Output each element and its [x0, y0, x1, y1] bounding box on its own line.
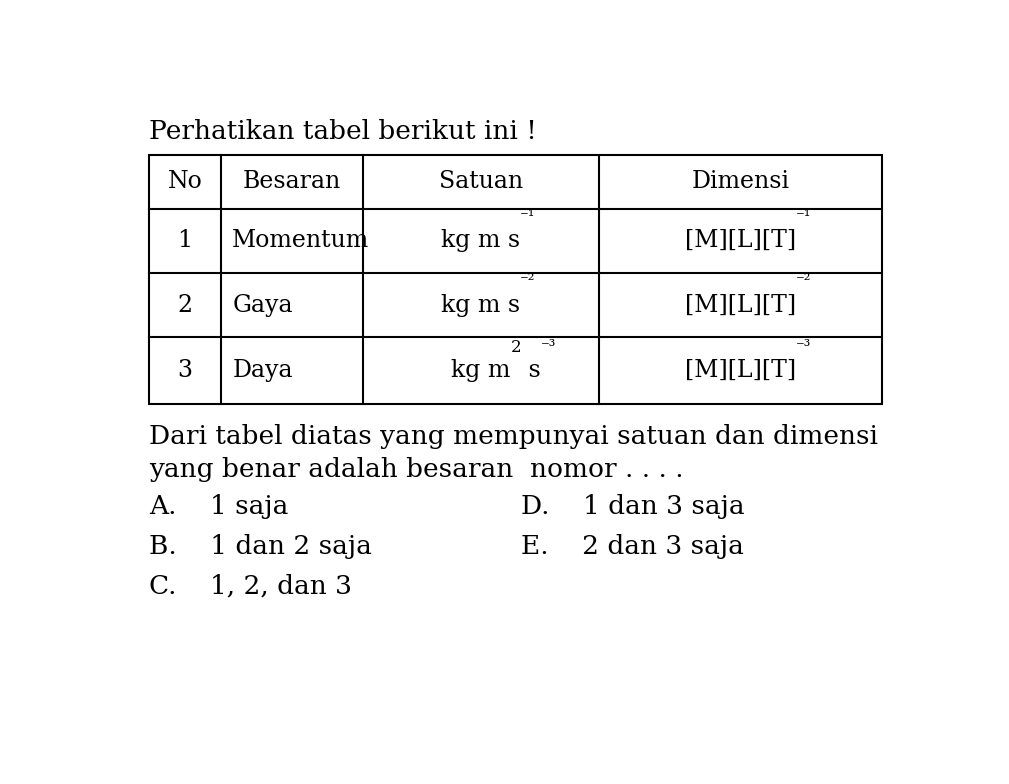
Text: 2: 2 — [178, 293, 193, 317]
Text: [M][L][T]: [M][L][T] — [685, 229, 796, 252]
Bar — [149, 155, 882, 404]
Text: E.    2 dan 3 saja: E. 2 dan 3 saja — [522, 534, 745, 559]
Text: Satuan: Satuan — [439, 170, 523, 194]
Text: s: s — [521, 359, 541, 382]
Text: kg m: kg m — [451, 359, 511, 382]
Text: ⁻¹: ⁻¹ — [521, 209, 536, 226]
Text: Besaran: Besaran — [242, 170, 341, 194]
Text: 3: 3 — [178, 359, 193, 382]
Text: C.    1, 2, dan 3: C. 1, 2, dan 3 — [149, 574, 352, 599]
Text: Momentum: Momentum — [232, 229, 369, 252]
Text: ⁻²: ⁻² — [521, 274, 536, 290]
Text: 2: 2 — [511, 339, 521, 356]
Text: Dari tabel diatas yang mempunyai satuan dan dimensi: Dari tabel diatas yang mempunyai satuan … — [149, 424, 879, 449]
Text: Daya: Daya — [232, 359, 293, 382]
Text: kg m s: kg m s — [441, 293, 521, 317]
Text: Gaya: Gaya — [232, 293, 293, 317]
Text: [M][L][T]: [M][L][T] — [685, 293, 796, 317]
Text: ⁻¹: ⁻¹ — [796, 209, 811, 226]
Text: yang benar adalah besaran  nomor . . . .: yang benar adalah besaran nomor . . . . — [149, 457, 684, 481]
Text: [M][L][T]: [M][L][T] — [685, 359, 796, 382]
Text: D.    1 dan 3 saja: D. 1 dan 3 saja — [522, 494, 745, 519]
Text: B.    1 dan 2 saja: B. 1 dan 2 saja — [149, 534, 372, 559]
Text: Perhatikan tabel berikut ini !: Perhatikan tabel berikut ini ! — [149, 118, 537, 143]
Text: kg m s: kg m s — [441, 229, 521, 252]
Text: A.    1 saja: A. 1 saja — [149, 494, 289, 519]
Text: 1: 1 — [178, 229, 193, 252]
Text: No: No — [167, 170, 203, 194]
Text: ⁻³: ⁻³ — [796, 339, 811, 356]
Text: ⁻²: ⁻² — [796, 274, 811, 290]
Text: ⁻³: ⁻³ — [541, 339, 556, 356]
Text: Dimensi: Dimensi — [691, 170, 789, 194]
